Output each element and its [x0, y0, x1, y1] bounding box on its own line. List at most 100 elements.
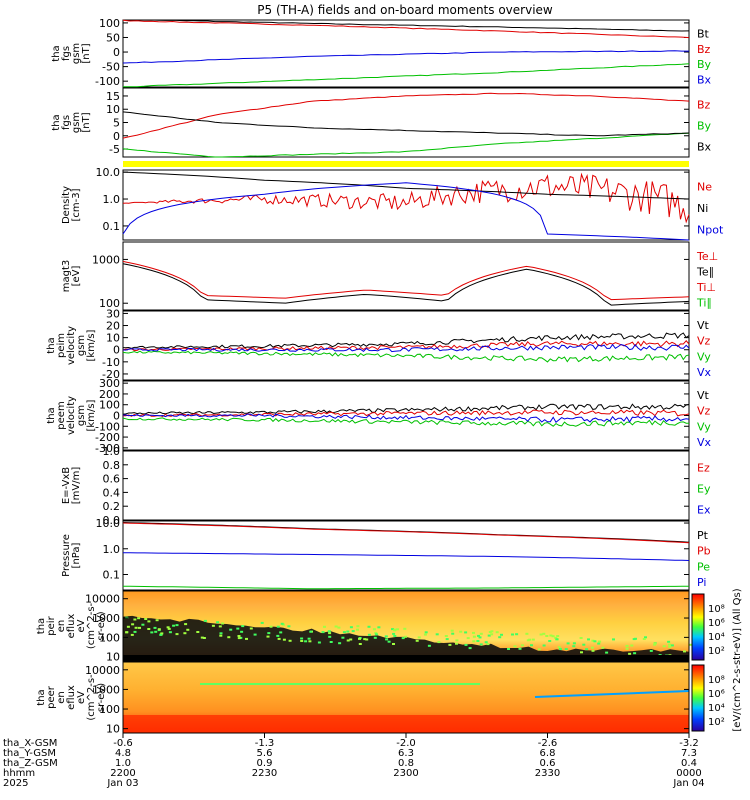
- fgs-gse-ytick-label: 0: [113, 130, 120, 143]
- peir-spectrogram-pixel: [668, 643, 671, 646]
- peir-spectrogram-pixel: [253, 633, 257, 636]
- peir-spectrogram-pixel: [329, 641, 333, 643]
- peim-velocity-legend-Vz: Vz: [697, 335, 711, 348]
- x-tick-label: 7.3: [681, 748, 697, 759]
- peir-spectrogram-pixel: [276, 625, 280, 628]
- pressure-legend-Pe: Pe: [697, 560, 710, 573]
- peim-velocity-ylabel: tha: [46, 337, 57, 353]
- fgs-gse-ytick-label: -5: [109, 143, 120, 156]
- x-tick-label: 6.3: [398, 748, 414, 759]
- peir-spectrogram-pixel: [630, 644, 634, 647]
- x-tick-label: Jan 03: [106, 778, 138, 789]
- colorbar-lower-tick: 10²: [708, 717, 725, 728]
- efield-legend-Ex: Ex: [697, 504, 711, 517]
- temperature-legend-Te∥: Te∥: [696, 265, 714, 278]
- peir-spectrogram-pixel: [277, 637, 281, 640]
- panel-pressure: 0.1 1.0 10.0 Pressure [nPa] Pt Pb Pe Pi: [61, 517, 711, 591]
- density-series-Ne: [122, 172, 690, 224]
- fgs-gsm-ylabel: gsm: [71, 43, 82, 64]
- x-axis-row-label: tha_X-GSM: [3, 738, 57, 749]
- peir-spectrogram-pixel: [628, 652, 632, 655]
- peir-spectrogram-pixel: [279, 631, 283, 634]
- peir-spectrogram-pixel: [337, 626, 341, 629]
- peir-spectrogram-pixel: [221, 622, 225, 625]
- peir-spectrogram-pixel: [513, 645, 517, 648]
- panel-temperature: 100 1000 magt3 [eV] Te⊥ Te∥ Ti⊥ Ti∥: [61, 241, 718, 311]
- peir-spectrogram-pixel: [531, 638, 535, 641]
- efield-ytick-label: 0.8: [103, 459, 121, 472]
- peer-spectrogram-ylabel: en: [56, 691, 67, 704]
- efield-ytick-label: 1.0: [103, 445, 121, 458]
- efield-ytick-label: 0.0: [103, 514, 121, 527]
- peir-spectrogram-pixel: [384, 635, 388, 638]
- fgs-gsm-ylabel: [nT]: [81, 43, 92, 63]
- peir-spectrogram-pixel: [134, 626, 138, 629]
- density-legend-Ni: Ni: [697, 202, 708, 215]
- x-tick-label: 0000: [676, 768, 701, 779]
- peir-spectrogram-pixel: [287, 625, 291, 628]
- peir-spectrogram-pixel: [450, 629, 454, 632]
- peir-spectrogram-pixel: [564, 648, 568, 651]
- x-tick-label: 0.4: [681, 758, 697, 769]
- peir-spectrogram-pixel: [582, 643, 586, 646]
- fgs-gsm-ytick-label: -100: [95, 75, 120, 88]
- efield-ytick-label: 0.2: [103, 500, 121, 513]
- peir-spectrogram-pixel: [328, 635, 332, 638]
- fgs-gsm-ylabel: fgs: [61, 46, 72, 61]
- fgs-gse-series-Bx: [122, 111, 690, 137]
- peir-spectrogram-pixel: [216, 621, 220, 624]
- peir-spectrogram-pixel: [282, 638, 286, 641]
- peir-spectrogram-pixel: [327, 630, 331, 633]
- peir-spectrogram-pixel: [490, 633, 494, 636]
- fgs-gsm-ytick-label: 100: [99, 17, 120, 30]
- x-axis-row-label: tha_Y-GSM: [3, 748, 56, 759]
- fgs-gse-ylabel: tha: [51, 114, 62, 130]
- peer-spectrogram-ylabel: tha: [36, 689, 47, 705]
- peir-spectrogram-pixel: [593, 640, 597, 643]
- pressure-series-Pe: [122, 585, 690, 590]
- peir-spectrogram-pixel: [423, 633, 427, 636]
- year-label: 2025: [3, 778, 28, 789]
- peir-spectrogram-pixel: [367, 625, 371, 628]
- peir-spectrogram-pixel: [125, 631, 129, 634]
- peim-velocity-series-Vz: [122, 340, 690, 352]
- pressure-frame: [122, 520, 690, 591]
- peir-spectrogram-pixel: [249, 627, 253, 630]
- peir-spectrogram-pixel: [147, 628, 151, 630]
- efield-legend-Ez: Ez: [697, 462, 710, 475]
- efield-legend-Ey: Ey: [697, 483, 711, 496]
- peir-spectrogram-ylabel: eV: [76, 619, 87, 632]
- peir-spectrogram-pixel: [240, 630, 244, 633]
- peir-spectrogram-pixel: [396, 628, 400, 631]
- temperature-series-Te⊥: [122, 260, 690, 301]
- fgs-gse-frame: [122, 87, 690, 158]
- peir-spectrogram-pixel: [495, 631, 499, 634]
- peir-spectrogram-pixel: [358, 637, 361, 640]
- fgs-gse-ylabel: [nT]: [81, 112, 92, 132]
- peir-spectrogram-pixel: [625, 644, 629, 647]
- peir-spectrogram-pixel: [153, 626, 157, 629]
- peir-spectrogram-pixel: [175, 624, 179, 627]
- peir-spectrogram-pixel: [276, 634, 280, 637]
- peer-spectrogram-ylabel: eflux: [66, 685, 77, 710]
- peim-velocity-series-Vt: [122, 332, 690, 349]
- peir-spectrogram-pixel: [644, 636, 647, 639]
- peem-velocity-ylabel: tha: [46, 407, 57, 423]
- fgs-gsm-legend-Bx: Bx: [697, 73, 712, 86]
- peir-spectrogram-pixel: [321, 631, 325, 634]
- peir-spectrogram-pixel: [484, 641, 488, 644]
- peir-spectrogram-pixel: [392, 643, 395, 645]
- peir-spectrogram-pixel: [133, 618, 137, 621]
- fgs-gse-ytick-label: 15: [106, 90, 120, 103]
- peir-spectrogram-pixel: [342, 631, 346, 634]
- peir-spectrogram-pixel: [455, 639, 459, 642]
- peir-spectrogram-pixel: [267, 632, 271, 635]
- peir-spectrogram-pixel: [183, 632, 187, 635]
- x-tick-label: -0.6: [113, 738, 133, 749]
- peir-spectrogram-pixel: [486, 643, 490, 646]
- peir-spectrogram-pixel: [472, 635, 476, 638]
- peir-spectrogram-pixel: [459, 630, 463, 633]
- peir-spectrogram-ylabel: peir: [46, 615, 57, 635]
